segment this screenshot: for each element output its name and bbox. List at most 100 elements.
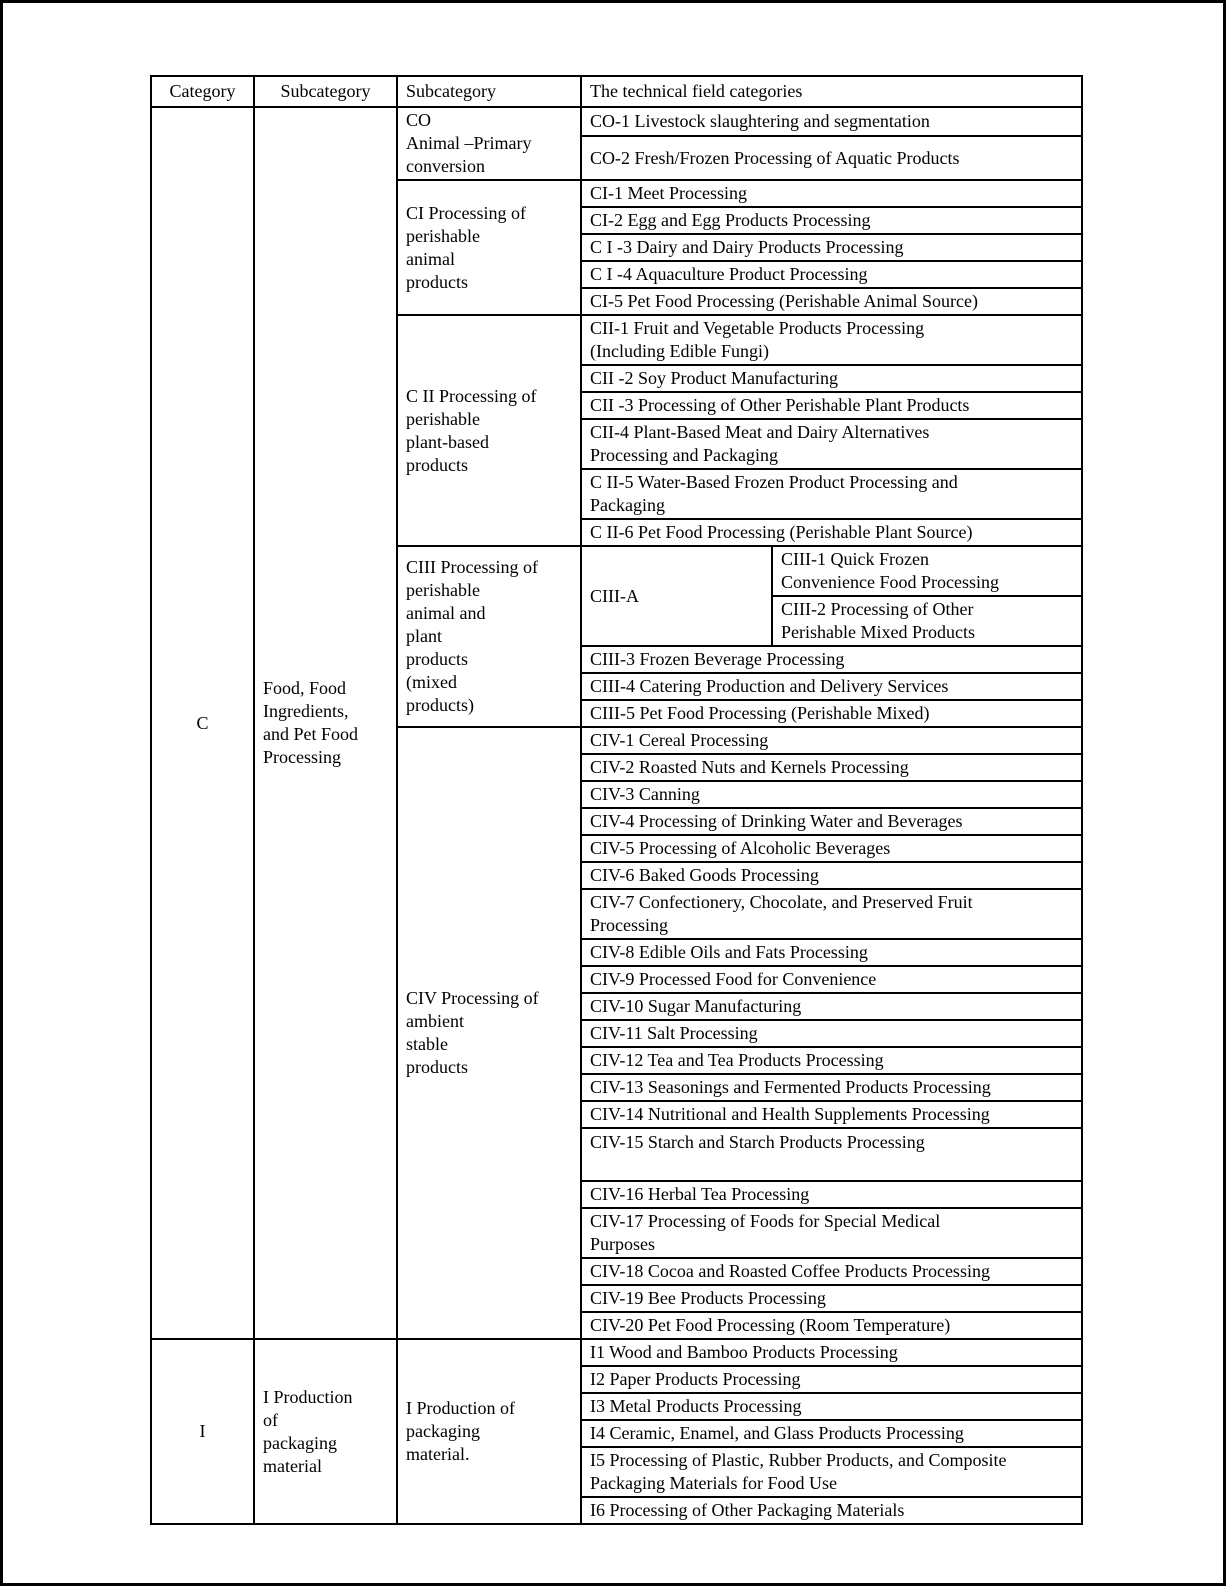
tech-item-cell: I5 Processing of Plastic, Rubber Product… bbox=[579, 1446, 1084, 1498]
table-row: CIII-5 Pet Food Processing (Perishable M… bbox=[151, 699, 1084, 728]
tech-item-cell: CIV-17 Processing of Foods for Special M… bbox=[579, 1207, 1084, 1259]
table-row: CIV-9 Processed Food for Convenience bbox=[151, 965, 1084, 994]
group-civ-cell: CIV Processing of ambient stable product… bbox=[396, 726, 582, 1340]
tech-item-cell: CI-1 Meet Processing bbox=[579, 179, 1084, 208]
tech-item-cell: CIV-14 Nutritional and Health Supplement… bbox=[579, 1100, 1084, 1129]
tech-item-cell: CIV-6 Baked Goods Processing bbox=[579, 861, 1084, 890]
table-row: I I Production of packaging material I P… bbox=[150, 1338, 1084, 1525]
tech-item-cell: CII-4 Plant-Based Meat and Dairy Alterna… bbox=[579, 418, 1084, 470]
table-row: I6 Processing of Other Packaging Materia… bbox=[151, 1496, 1084, 1525]
tech-item-cell: CIV-4 Processing of Drinking Water and B… bbox=[579, 807, 1084, 836]
tech-item-cell: I6 Processing of Other Packaging Materia… bbox=[579, 1496, 1084, 1525]
table-row: I3 Metal Products Processing bbox=[151, 1392, 1084, 1421]
tech-item-cell: CIV-2 Roasted Nuts and Kernels Processin… bbox=[579, 753, 1084, 782]
tech-item-cell: CIV-11 Salt Processing bbox=[579, 1019, 1084, 1048]
table-row: C II Processing of perishable plant-base… bbox=[151, 314, 1084, 547]
table-row: CIV-4 Processing of Drinking Water and B… bbox=[151, 807, 1084, 836]
tech-item-cell: C I -3 Dairy and Dairy Products Processi… bbox=[579, 233, 1084, 262]
group-ciii-cell: CIII Processing of perishable animal and… bbox=[396, 545, 582, 728]
table-row: CIV-5 Processing of Alcoholic Beverages bbox=[151, 834, 1084, 863]
header-tech-fields: The technical field categories bbox=[579, 75, 1084, 108]
table-row: CIV-6 Baked Goods Processing bbox=[151, 861, 1084, 890]
table-row: CO-2 Fresh/Frozen Processing of Aquatic … bbox=[151, 135, 1084, 181]
header-subcategory-1: Subcategory bbox=[253, 75, 398, 108]
tech-item-cell: CO-1 Livestock slaughtering and segmenta… bbox=[579, 106, 1084, 137]
table-row: CIII Processing of perishable animal and… bbox=[151, 545, 1084, 728]
group-ci-cell: CI Processing of perishable animal produ… bbox=[396, 179, 582, 316]
table-row: CIV-11 Salt Processing bbox=[151, 1019, 1084, 1048]
table-row: C I -4 Aquaculture Product Processing bbox=[151, 260, 1084, 289]
subcategory-i-cell: I Production of packaging material bbox=[253, 1338, 398, 1525]
table-row: CIV-3 Canning bbox=[151, 780, 1084, 809]
group-i-cell: I Production of packaging material. bbox=[396, 1338, 582, 1525]
tech-item-cell: C II-5 Water-Based Frozen Product Proces… bbox=[579, 468, 1084, 520]
tech-item-cell: C II-6 Pet Food Processing (Perishable P… bbox=[579, 518, 1084, 547]
table-row: CI-2 Egg and Egg Products Processing bbox=[151, 206, 1084, 235]
tech-item-cell: CIII-5 Pet Food Processing (Perishable M… bbox=[579, 699, 1084, 728]
table-row: CIII-2 Processing of Other Perishable Mi… bbox=[151, 595, 1084, 647]
tech-item-cell: CIV-10 Sugar Manufacturing bbox=[579, 992, 1084, 1021]
table-row: CII-4 Plant-Based Meat and Dairy Alterna… bbox=[151, 418, 1084, 470]
table-row: CIV-13 Seasonings and Fermented Products… bbox=[151, 1073, 1084, 1102]
table-row: CIV-16 Herbal Tea Processing bbox=[151, 1180, 1084, 1209]
table-row: CIII-4 Catering Production and Delivery … bbox=[151, 672, 1084, 701]
table-row: CIV-15 Starch and Starch Products Proces… bbox=[151, 1127, 1084, 1182]
subcategory-c-cell: Food, Food Ingredients, and Pet Food Pro… bbox=[253, 106, 398, 1340]
tech-item-cell: CII -3 Processing of Other Perishable Pl… bbox=[579, 391, 1084, 420]
table-row: CI Processing of perishable animal produ… bbox=[151, 179, 1084, 316]
table-row: CIV-17 Processing of Foods for Special M… bbox=[151, 1207, 1084, 1259]
tech-item-cell: I2 Paper Products Processing bbox=[579, 1365, 1084, 1394]
tech-item-cell: CIV-5 Processing of Alcoholic Beverages bbox=[579, 834, 1084, 863]
table-row: CIV-2 Roasted Nuts and Kernels Processin… bbox=[151, 753, 1084, 782]
table-row: CIII-3 Frozen Beverage Processing bbox=[151, 645, 1084, 674]
tech-item-cell: CIV-8 Edible Oils and Fats Processing bbox=[579, 938, 1084, 967]
tech-item-cell: CIII-4 Catering Production and Delivery … bbox=[579, 672, 1084, 701]
tech-item-cell: CI-2 Egg and Egg Products Processing bbox=[579, 206, 1084, 235]
tech-item-cell: CIV-12 Tea and Tea Products Processing bbox=[579, 1046, 1084, 1075]
tech-item-cell: I3 Metal Products Processing bbox=[579, 1392, 1084, 1421]
tech-item-cell: CIV-19 Bee Products Processing bbox=[579, 1284, 1084, 1313]
table-row: CIV-14 Nutritional and Health Supplement… bbox=[151, 1100, 1084, 1129]
group-co-cell: CO Animal –Primary conversion bbox=[396, 106, 582, 181]
table-row: CII -2 Soy Product Manufacturing bbox=[151, 364, 1084, 393]
tech-item-cell: CII-1 Fruit and Vegetable Products Proce… bbox=[579, 314, 1084, 366]
tech-item-cell: CIV-1 Cereal Processing bbox=[579, 726, 1084, 755]
ciii-a-cell: CIII-A bbox=[580, 545, 773, 647]
tech-item-cell: CIV-13 Seasonings and Fermented Products… bbox=[579, 1073, 1084, 1102]
table-row: I5 Processing of Plastic, Rubber Product… bbox=[151, 1446, 1084, 1498]
tech-item-cell: CIV-20 Pet Food Processing (Room Tempera… bbox=[579, 1311, 1084, 1340]
tech-item-cell: CO-2 Fresh/Frozen Processing of Aquatic … bbox=[579, 135, 1084, 181]
tech-item-cell: CIII-3 Frozen Beverage Processing bbox=[579, 645, 1084, 674]
tech-item-cell: CIV-3 Canning bbox=[579, 780, 1084, 809]
tech-item-cell: CI-5 Pet Food Processing (Perishable Ani… bbox=[579, 287, 1084, 316]
table-row: CI-5 Pet Food Processing (Perishable Ani… bbox=[151, 287, 1084, 316]
table-row: CIV-12 Tea and Tea Products Processing bbox=[151, 1046, 1084, 1075]
tech-item-cell: CII -2 Soy Product Manufacturing bbox=[579, 364, 1084, 393]
tech-item-cell: I1 Wood and Bamboo Products Processing bbox=[579, 1338, 1084, 1367]
header-subcategory-2: Subcategory bbox=[396, 75, 582, 108]
category-c-cell: C bbox=[150, 106, 255, 1340]
header-category: Category bbox=[150, 75, 255, 108]
table-row: CIV-8 Edible Oils and Fats Processing bbox=[151, 938, 1084, 967]
table-row: I2 Paper Products Processing bbox=[151, 1365, 1084, 1394]
classification-table: Category Subcategory Subcategory The tec… bbox=[150, 75, 1084, 1525]
table-row: CII -3 Processing of Other Perishable Pl… bbox=[151, 391, 1084, 420]
tech-item-cell: CIV-7 Confectionery, Chocolate, and Pres… bbox=[579, 888, 1084, 940]
tech-item-cell: I4 Ceramic, Enamel, and Glass Products P… bbox=[579, 1419, 1084, 1448]
table-row: C II-5 Water-Based Frozen Product Proces… bbox=[151, 468, 1084, 520]
table-row: CIV-19 Bee Products Processing bbox=[151, 1284, 1084, 1313]
table-row: CIV-7 Confectionery, Chocolate, and Pres… bbox=[151, 888, 1084, 940]
tech-item-cell: CIII-1 Quick Frozen Convenience Food Pro… bbox=[770, 545, 1084, 597]
tech-item-cell: CIV-18 Cocoa and Roasted Coffee Products… bbox=[579, 1257, 1084, 1286]
tech-item-cell: C I -4 Aquaculture Product Processing bbox=[579, 260, 1084, 289]
category-i-cell: I bbox=[150, 1338, 255, 1525]
table-row: CIV Processing of ambient stable product… bbox=[151, 726, 1084, 1340]
header-row: Category Subcategory Subcategory The tec… bbox=[150, 75, 1084, 108]
table-row: C II-6 Pet Food Processing (Perishable P… bbox=[151, 518, 1084, 547]
table-row: I4 Ceramic, Enamel, and Glass Products P… bbox=[151, 1419, 1084, 1448]
table-row: CIV-20 Pet Food Processing (Room Tempera… bbox=[151, 1311, 1084, 1340]
table-row: CIV-18 Cocoa and Roasted Coffee Products… bbox=[151, 1257, 1084, 1286]
group-cii-cell: C II Processing of perishable plant-base… bbox=[396, 314, 582, 547]
table-row: C Food, Food Ingredients, and Pet Food P… bbox=[150, 106, 1084, 1340]
